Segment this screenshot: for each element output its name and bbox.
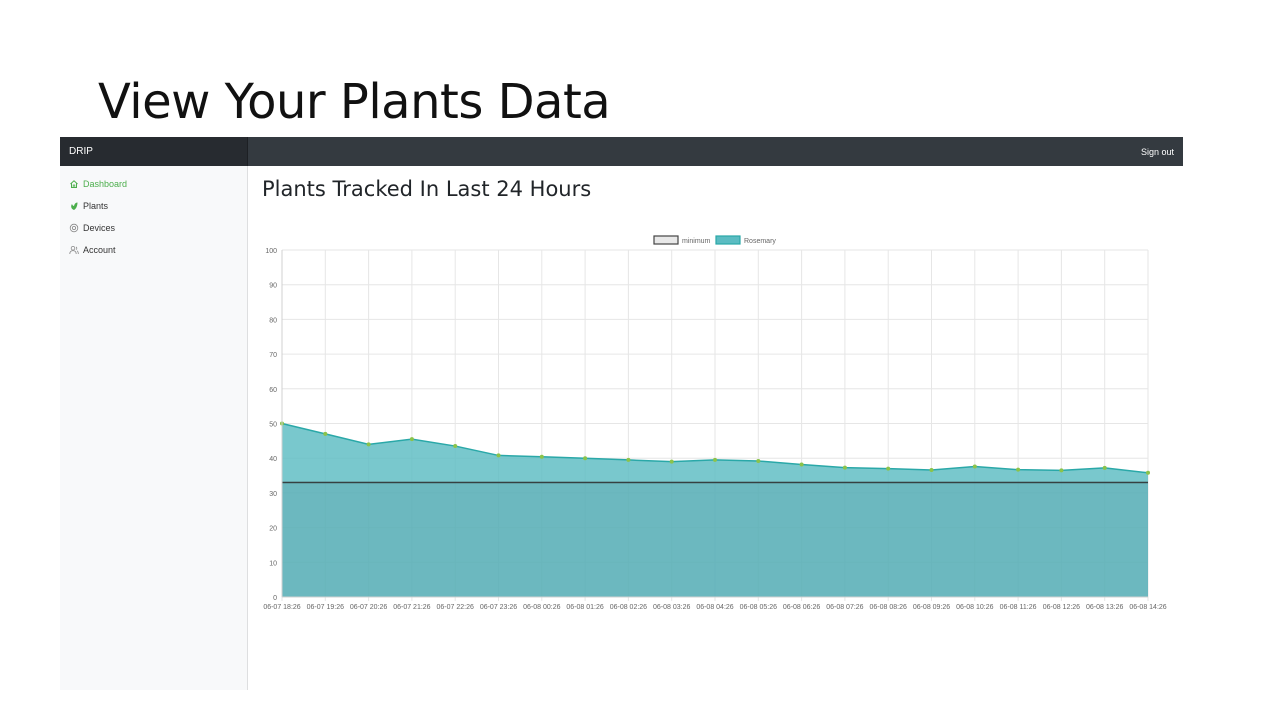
x-tick-label: 06-07 19:26 bbox=[307, 604, 344, 611]
sidebar-item-account[interactable]: Account bbox=[60, 239, 248, 261]
sidebar-item-devices[interactable]: Devices bbox=[60, 217, 248, 239]
x-tick-label: 06-07 22:26 bbox=[437, 604, 474, 611]
sign-out-link[interactable]: Sign out bbox=[1140, 146, 1174, 157]
legend-swatch-minimum bbox=[653, 235, 679, 245]
y-tick-label: 60 bbox=[269, 387, 277, 394]
brand-logo[interactable]: DRIP bbox=[60, 137, 248, 166]
data-point-rosemary bbox=[539, 454, 544, 459]
sidebar-item-label: Dashboard bbox=[83, 179, 128, 189]
y-tick-label: 70 bbox=[269, 352, 277, 359]
series-area-minimum bbox=[282, 482, 1148, 597]
y-tick-label: 20 bbox=[269, 526, 277, 533]
plant-icon bbox=[69, 201, 79, 211]
x-tick-label: 06-07 20:26 bbox=[350, 604, 387, 611]
sidebar-item-label: Plants bbox=[83, 201, 109, 211]
data-point-rosemary bbox=[1016, 467, 1021, 472]
x-tick-label: 06-08 04:26 bbox=[696, 604, 733, 611]
x-tick-label: 06-08 09:26 bbox=[913, 604, 950, 611]
x-tick-label: 06-07 23:26 bbox=[480, 604, 517, 611]
data-point-rosemary bbox=[409, 437, 414, 442]
x-tick-label: 06-08 01:26 bbox=[566, 604, 603, 611]
page-title: Plants Tracked In Last 24 Hours bbox=[262, 177, 592, 201]
sidebar-item-label: Account bbox=[83, 245, 116, 255]
data-point-rosemary bbox=[886, 466, 891, 471]
data-point-rosemary bbox=[756, 458, 761, 463]
y-tick-label: 90 bbox=[269, 283, 277, 290]
x-tick-label: 06-08 10:26 bbox=[956, 604, 993, 611]
data-point-rosemary bbox=[453, 444, 458, 449]
data-point-rosemary bbox=[626, 457, 631, 462]
legend-label-rosemary: Rosemary bbox=[744, 238, 776, 245]
y-tick-label: 0 bbox=[273, 595, 277, 602]
x-tick-label: 06-08 13:26 bbox=[1086, 604, 1123, 611]
main-content: Plants Tracked In Last 24 Hours 0 10 20 30 4… bbox=[248, 166, 1183, 690]
y-tick-label: 100 bbox=[265, 248, 277, 255]
x-tick-label: 06-08 06:26 bbox=[783, 604, 820, 611]
sidebar: Dashboard Plants Devices Account bbox=[60, 166, 248, 690]
x-tick-label: 06-08 12:26 bbox=[1043, 604, 1080, 611]
users-icon bbox=[69, 245, 79, 255]
x-tick-label: 06-08 08:26 bbox=[870, 604, 907, 611]
x-tick-label: 06-08 05:26 bbox=[740, 604, 777, 611]
legend-label-minimum: minimum bbox=[682, 238, 711, 245]
data-point-rosemary bbox=[323, 431, 328, 436]
x-tick-label: 06-08 00:26 bbox=[523, 604, 560, 611]
app-window: DRIP Sign out Dashboard Plants Devices bbox=[60, 137, 1183, 690]
x-tick-label: 06-08 07:26 bbox=[826, 604, 863, 611]
x-tick-label: 06-08 11:26 bbox=[1000, 604, 1037, 611]
data-point-rosemary bbox=[1102, 465, 1107, 470]
data-point-rosemary bbox=[366, 442, 371, 447]
data-point-rosemary bbox=[713, 457, 717, 462]
y-tick-label: 10 bbox=[269, 560, 277, 567]
series-area-rosemary bbox=[282, 423, 1148, 597]
sidebar-item-label: Devices bbox=[83, 223, 116, 233]
home-icon bbox=[69, 179, 79, 189]
x-tick-label: 06-08 14:26 bbox=[1129, 604, 1166, 611]
data-point-rosemary bbox=[1146, 470, 1150, 475]
x-tick-label: 06-07 21:26 bbox=[393, 604, 430, 611]
y-tick-label: 50 bbox=[269, 422, 277, 429]
data-point-rosemary bbox=[496, 453, 501, 458]
y-tick-label: 40 bbox=[269, 456, 277, 463]
y-tick-label: 30 bbox=[269, 491, 277, 498]
data-point-rosemary bbox=[583, 456, 588, 461]
data-point-rosemary bbox=[842, 465, 847, 470]
top-navbar: DRIP Sign out bbox=[60, 137, 1183, 166]
legend-swatch-rosemary bbox=[715, 235, 741, 245]
data-point-rosemary bbox=[929, 467, 934, 472]
slide-title: View Your Plants Data bbox=[98, 74, 611, 130]
data-point-rosemary bbox=[669, 459, 674, 464]
y-tick-label: 80 bbox=[269, 317, 277, 324]
data-point-rosemary bbox=[972, 464, 977, 469]
moisture-area-chart: 0 10 20 30 40 50 60 70 80 90 100 06-07 18:26 06-07 1… bbox=[263, 235, 1167, 611]
x-tick-label: 06-07 18:26 bbox=[263, 604, 300, 611]
x-tick-label: 06-08 03:26 bbox=[653, 604, 690, 611]
sidebar-item-plants[interactable]: Plants bbox=[60, 195, 248, 217]
device-icon bbox=[69, 223, 79, 233]
x-tick-label: 06-08 02:26 bbox=[610, 604, 647, 611]
data-point-rosemary bbox=[1059, 468, 1064, 473]
data-point-rosemary bbox=[799, 462, 804, 467]
sidebar-item-dashboard[interactable]: Dashboard bbox=[60, 173, 248, 195]
